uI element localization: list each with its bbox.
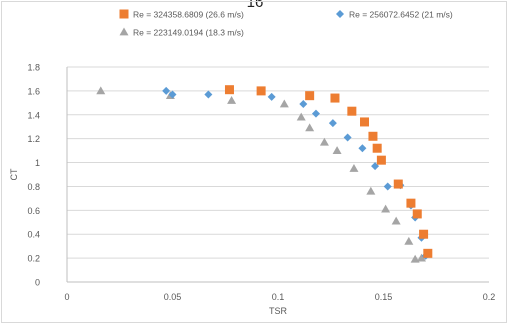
data-point-diamond xyxy=(168,90,177,99)
data-point-triangle xyxy=(410,254,420,263)
series-triangle xyxy=(96,86,426,263)
legend-marker-triangle xyxy=(119,27,129,36)
x-tick-label: 0.05 xyxy=(164,292,182,302)
data-point-square xyxy=(372,143,382,153)
legend-marker-diamond xyxy=(336,10,344,18)
data-point-triangle xyxy=(296,112,306,121)
data-point-diamond xyxy=(328,119,337,128)
data-point-square xyxy=(330,93,340,103)
data-point-triangle xyxy=(227,95,237,104)
data-point-square xyxy=(224,85,234,95)
legend-marker-square xyxy=(119,9,129,19)
x-axis-title: TSR xyxy=(269,306,288,316)
data-point-triangle xyxy=(349,164,359,172)
y-tick-label: 0.6 xyxy=(27,206,40,216)
y-axis-title: CT xyxy=(9,168,19,180)
data-point-square xyxy=(412,209,422,219)
data-point-diamond xyxy=(358,144,367,153)
legend-item: Re = 324358.6809 (26.6 m/s) xyxy=(119,9,244,20)
x-tick-label: 0.2 xyxy=(483,292,496,302)
data-point-triangle xyxy=(279,99,289,108)
x-tick-label: 0.15 xyxy=(375,292,393,302)
y-tick-label: 1.8 xyxy=(27,63,40,73)
data-point-triangle xyxy=(332,146,342,154)
legend-label: Re = 223149.0194 (18.3 m/s) xyxy=(133,28,244,38)
chart-border xyxy=(1,1,507,323)
legend-item: Re = 223149.0194 (18.3 m/s) xyxy=(119,27,244,38)
data-point-diamond xyxy=(162,86,171,95)
y-tick-label: 1.2 xyxy=(27,134,40,144)
data-point-triangle xyxy=(319,137,329,146)
data-point-square xyxy=(419,229,429,239)
legend-label: Re = 256072.6452 (21 m/s) xyxy=(349,10,453,20)
data-point-square xyxy=(423,248,433,258)
y-tick-label: 1.4 xyxy=(27,110,40,120)
x-tick-label: 0.1 xyxy=(272,292,285,302)
data-point-triangle xyxy=(366,186,376,195)
data-point-square xyxy=(406,198,416,208)
data-point-triangle xyxy=(381,204,391,213)
data-point-triangle xyxy=(416,253,426,262)
data-point-diamond xyxy=(311,109,320,118)
data-point-square xyxy=(360,117,370,127)
x-tick-label: 0 xyxy=(64,292,69,302)
data-point-diamond xyxy=(343,133,352,142)
data-point-triangle xyxy=(391,216,401,225)
data-point-diamond xyxy=(383,182,392,191)
series-square xyxy=(224,85,433,258)
data-point-diamond xyxy=(299,100,308,109)
data-point-square xyxy=(347,106,357,116)
y-tick-label: 1.6 xyxy=(27,86,40,96)
data-point-triangle xyxy=(96,86,106,95)
data-point-square xyxy=(393,179,403,189)
data-point-square xyxy=(376,155,386,165)
y-tick-label: 0 xyxy=(35,278,40,288)
data-point-square xyxy=(256,86,266,96)
y-tick-label: 0.8 xyxy=(27,182,40,192)
page-number: 16 xyxy=(246,0,264,11)
legend-label: Re = 324358.6809 (26.6 m/s) xyxy=(133,10,244,20)
data-point-diamond xyxy=(204,90,213,99)
data-point-square xyxy=(305,91,315,101)
data-point-diamond xyxy=(267,92,276,101)
data-point-triangle xyxy=(305,123,315,132)
data-point-triangle xyxy=(404,236,414,245)
data-point-square xyxy=(368,131,378,141)
y-tick-label: 1 xyxy=(35,158,40,168)
y-tick-label: 0.4 xyxy=(27,230,40,240)
y-tick-label: 0.2 xyxy=(27,254,40,264)
legend-item: Re = 256072.6452 (21 m/s) xyxy=(336,10,453,20)
